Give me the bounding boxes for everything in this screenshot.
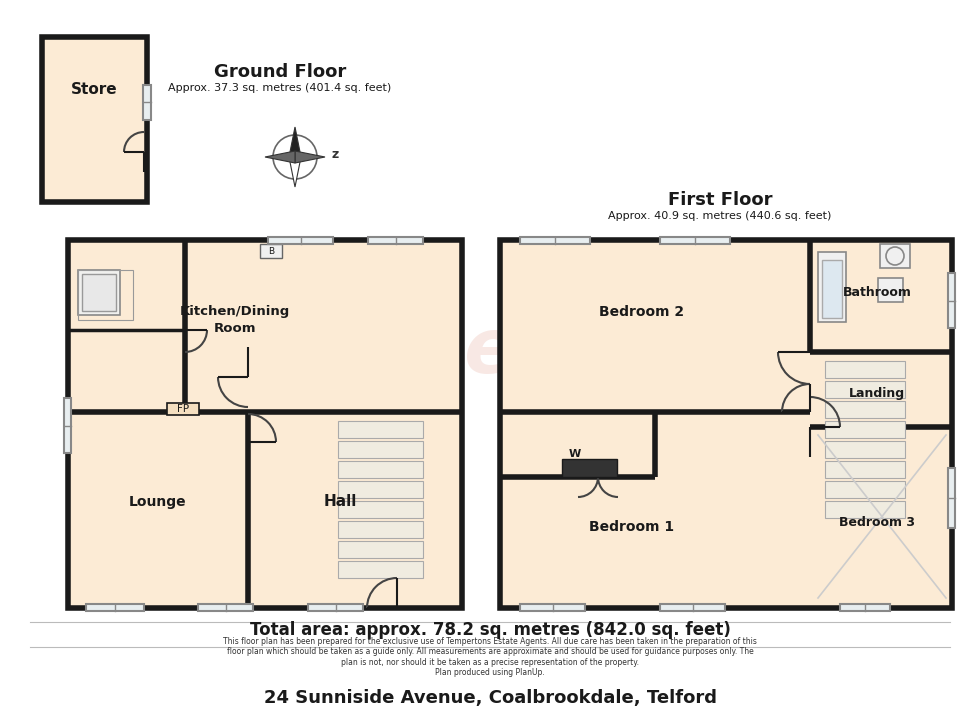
- Bar: [825, 441, 905, 458]
- Bar: [338, 561, 423, 578]
- Bar: [338, 521, 423, 538]
- Bar: [520, 604, 585, 611]
- Text: Tempertons: Tempertons: [237, 315, 743, 389]
- Text: W: W: [568, 449, 581, 459]
- Text: Bedroom 3: Bedroom 3: [839, 515, 915, 528]
- Text: Kitchen/Dining: Kitchen/Dining: [180, 305, 290, 318]
- Bar: [268, 237, 333, 244]
- Bar: [338, 441, 423, 458]
- Text: Approx. 40.9 sq. metres (440.6 sq. feet): Approx. 40.9 sq. metres (440.6 sq. feet): [609, 211, 832, 221]
- Bar: [86, 604, 144, 611]
- Text: Landing: Landing: [849, 387, 906, 400]
- Text: Bedroom 2: Bedroom 2: [600, 305, 685, 319]
- Bar: [42, 37, 147, 202]
- Text: 24 Sunniside Avenue, Coalbrookdale, Telford: 24 Sunniside Avenue, Coalbrookdale, Telf…: [264, 689, 716, 707]
- Bar: [338, 541, 423, 558]
- Text: This floor plan has been prepared for the exclusive use of Tempertons Estate Age: This floor plan has been prepared for th…: [223, 637, 757, 677]
- Bar: [82, 274, 116, 311]
- Circle shape: [273, 135, 317, 179]
- Text: FP: FP: [177, 404, 189, 414]
- Bar: [308, 604, 363, 611]
- Bar: [338, 501, 423, 518]
- Text: B: B: [268, 246, 274, 256]
- Bar: [880, 244, 910, 268]
- Bar: [167, 403, 199, 415]
- Bar: [368, 237, 423, 244]
- Bar: [825, 401, 905, 418]
- Polygon shape: [289, 127, 301, 157]
- Bar: [78, 270, 120, 315]
- Text: Ground Floor: Ground Floor: [214, 63, 346, 81]
- Bar: [948, 273, 955, 328]
- Bar: [143, 85, 151, 120]
- Bar: [825, 501, 905, 518]
- Text: z: z: [331, 149, 339, 162]
- Polygon shape: [265, 151, 295, 163]
- Bar: [562, 459, 617, 477]
- Circle shape: [886, 247, 904, 265]
- Bar: [840, 604, 890, 611]
- Text: Bathroom: Bathroom: [843, 286, 911, 298]
- Bar: [878, 278, 903, 302]
- Bar: [64, 398, 71, 453]
- Polygon shape: [289, 157, 301, 187]
- Bar: [338, 461, 423, 478]
- Bar: [815, 433, 947, 600]
- Text: Room: Room: [214, 323, 256, 335]
- Bar: [68, 240, 462, 608]
- Bar: [825, 481, 905, 498]
- Bar: [198, 604, 253, 611]
- Text: First Floor: First Floor: [667, 191, 772, 209]
- Bar: [500, 240, 952, 608]
- Text: Bedroom 1: Bedroom 1: [589, 520, 674, 534]
- Text: Total area: approx. 78.2 sq. metres (842.0 sq. feet): Total area: approx. 78.2 sq. metres (842…: [250, 621, 730, 639]
- Bar: [260, 244, 282, 258]
- Bar: [825, 461, 905, 478]
- Bar: [825, 361, 905, 378]
- Bar: [825, 381, 905, 398]
- Bar: [818, 252, 846, 322]
- Bar: [338, 481, 423, 498]
- Bar: [78, 270, 133, 320]
- Text: Approx. 37.3 sq. metres (401.4 sq. feet): Approx. 37.3 sq. metres (401.4 sq. feet): [169, 83, 392, 93]
- Bar: [948, 468, 955, 528]
- Text: Lounge: Lounge: [129, 495, 187, 509]
- Bar: [520, 237, 590, 244]
- Text: Store: Store: [72, 83, 118, 98]
- Polygon shape: [295, 151, 325, 163]
- Bar: [825, 421, 905, 438]
- Bar: [660, 604, 725, 611]
- Text: Hall: Hall: [323, 495, 357, 510]
- Bar: [660, 237, 730, 244]
- Bar: [822, 260, 842, 318]
- Bar: [338, 421, 423, 438]
